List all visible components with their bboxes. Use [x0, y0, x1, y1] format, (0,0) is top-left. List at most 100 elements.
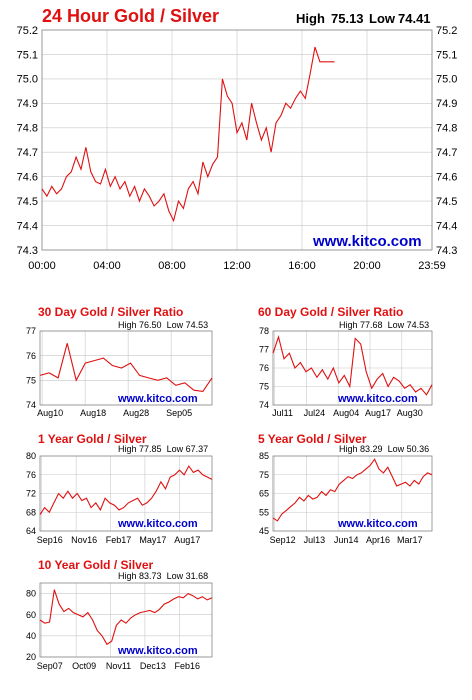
chart-1y-low-value: 67.37 [185, 444, 209, 454]
x-tick-label: 20:00 [353, 260, 381, 272]
series-line [39, 589, 213, 646]
kitco-watermark: www.kitco.com [117, 645, 198, 657]
y-tick-label: 77 [26, 326, 36, 336]
y-tick-label: 74.5 [17, 196, 38, 208]
y-tick-label: 76 [259, 363, 269, 373]
chart-1y-high-value: 77.85 [139, 444, 162, 454]
y-tick-label: 74.4 [17, 220, 38, 232]
main-low-value: 74.41 [398, 11, 431, 26]
y-tick-label-right: 74.3 [436, 245, 457, 257]
chart-1y-low-label: Low [166, 444, 184, 454]
y-tick-label: 75.1 [17, 49, 38, 61]
x-tick-label: Jul24 [304, 408, 326, 418]
y-tick-label: 74 [26, 400, 36, 410]
series-line [41, 46, 335, 223]
x-tick-label: Aug17 [365, 408, 391, 418]
x-tick-label: 00:00 [28, 260, 56, 272]
chart-1y: 64 68 72 76 80 Sep16 Nov16 Feb17 May17 Aug17 www.k… [26, 451, 213, 545]
x-tick-label: Apr16 [366, 535, 390, 545]
x-tick-label: Jul11 [272, 408, 293, 418]
x-tick-label: Nov11 [106, 661, 131, 671]
series-line [39, 465, 213, 515]
chart-10y-hilo: High 83.73 Low 31.68 [118, 571, 208, 581]
y-tick-label-right: 74.5 [436, 196, 457, 208]
y-tick-label: 55 [259, 507, 269, 517]
x-tick-label: Aug17 [174, 535, 200, 545]
x-tick-label: Sep07 [37, 661, 63, 671]
y-tick-label-right: 74.4 [436, 220, 457, 232]
chart-30d-title: 30 Day Gold / Silver Ratio [38, 305, 184, 319]
chart-60d: 74 75 76 77 78 Jul11 Jul24 Aug04 Aug17 Aug30 www.k… [259, 326, 433, 418]
chart-30d-hilo: High 76.50 Low 74.53 [118, 320, 208, 330]
x-tick-label: Sep16 [37, 535, 63, 545]
y-tick-label: 68 [26, 507, 36, 517]
chart-60d-low-value: 74.53 [406, 320, 430, 330]
y-tick-label: 74.7 [17, 147, 38, 159]
x-tick-label: Sep12 [270, 535, 296, 545]
plot-frame [41, 29, 433, 251]
y-tick-label: 75 [26, 375, 36, 385]
y-tick-label-right: 75.1 [436, 49, 457, 61]
y-tick-label: 45 [259, 526, 269, 536]
y-tick-label-right: 74.9 [436, 98, 457, 110]
x-tick-label: 23:59 [418, 260, 446, 272]
x-tick-label: Feb16 [175, 661, 201, 671]
chart-30d-low-value: 74.53 [185, 320, 209, 330]
x-tick-label: Aug18 [80, 408, 106, 418]
y-tick-label-right: 74.8 [436, 123, 457, 135]
y-tick-label-right: 74.6 [436, 172, 457, 184]
y-tick-label: 74.3 [17, 245, 38, 257]
main-high-value: 75.13 [331, 11, 364, 26]
x-tick-label: Jul13 [304, 535, 326, 545]
y-tick-label: 80 [26, 589, 36, 599]
chart-10y-low-value: 31.68 [185, 571, 209, 581]
kitco-watermark: www.kitco.com [337, 393, 418, 405]
x-tick-label: 08:00 [158, 260, 186, 272]
y-tick-label: 65 [259, 489, 269, 499]
x-tick-label: Aug28 [123, 408, 149, 418]
x-tick-label: Nov16 [71, 535, 97, 545]
chart-10y-high-value: 83.73 [139, 571, 162, 581]
chart-10y-low-label: Low [166, 571, 184, 581]
plot-frame [272, 330, 433, 406]
y-tick-label: 72 [26, 489, 36, 499]
chart-5y-hilo: High 83.29 Low 50.36 [339, 444, 429, 454]
y-tick-label: 40 [26, 631, 36, 641]
series-line [272, 334, 433, 396]
x-tick-label: 12:00 [223, 260, 251, 272]
y-tick-label: 74.8 [17, 123, 38, 135]
y-tick-label: 74 [259, 400, 269, 410]
chart-30d-low-label: Low [166, 320, 184, 330]
y-tick-label: 60 [26, 610, 36, 620]
chart-10y: 20 40 60 80 Sep07 Oct09 Nov11 Dec13 Feb16 www.kit… [26, 582, 213, 671]
chart-60d-high-value: 77.68 [360, 320, 383, 330]
chart-5y: 45 55 65 75 85 Sep12 Jul13 Jun14 Apr16 Mar17 www.k… [259, 451, 433, 545]
x-tick-label: 04:00 [93, 260, 121, 272]
chart-10y-title: 10 Year Gold / Silver [38, 558, 154, 572]
x-tick-label: Aug30 [397, 408, 423, 418]
main-high-label: High [296, 11, 325, 26]
x-tick-label: Aug04 [333, 408, 359, 418]
y-tick-label-right: 74.7 [436, 147, 457, 159]
chart-5y-low-value: 50.36 [406, 444, 430, 454]
x-tick-label: 16:00 [288, 260, 316, 272]
chart-5y-high-label: High [339, 444, 358, 454]
kitco-watermark: www.kitco.com [337, 518, 418, 530]
main-chart-title: 24 Hour Gold / Silver [42, 6, 220, 26]
chart-24h: 74.3 74.3 74.4 74.4 74.5 74.5 74.6 74.6 74.7 74.7… [17, 25, 458, 272]
y-tick-label: 74.6 [17, 172, 38, 184]
y-tick-label: 74.9 [17, 98, 38, 110]
x-tick-label: Oct09 [72, 661, 96, 671]
series-line [272, 458, 433, 522]
x-tick-label: Mar17 [397, 535, 423, 545]
chart-60d-low-label: Low [387, 320, 405, 330]
y-tick-label: 20 [26, 652, 36, 662]
kitco-watermark: www.kitco.com [117, 518, 198, 530]
y-tick-label: 75 [259, 470, 269, 480]
y-tick-label: 76 [26, 470, 36, 480]
y-tick-label: 80 [26, 451, 36, 461]
chart-1y-high-label: High [118, 444, 137, 454]
chart-5y-low-label: Low [387, 444, 405, 454]
chart-30d: 74 75 76 77 Aug10 Aug18 Aug28 Sep05 www.kitco.co… [26, 326, 213, 418]
kitco-watermark: www.kitco.com [312, 233, 422, 250]
